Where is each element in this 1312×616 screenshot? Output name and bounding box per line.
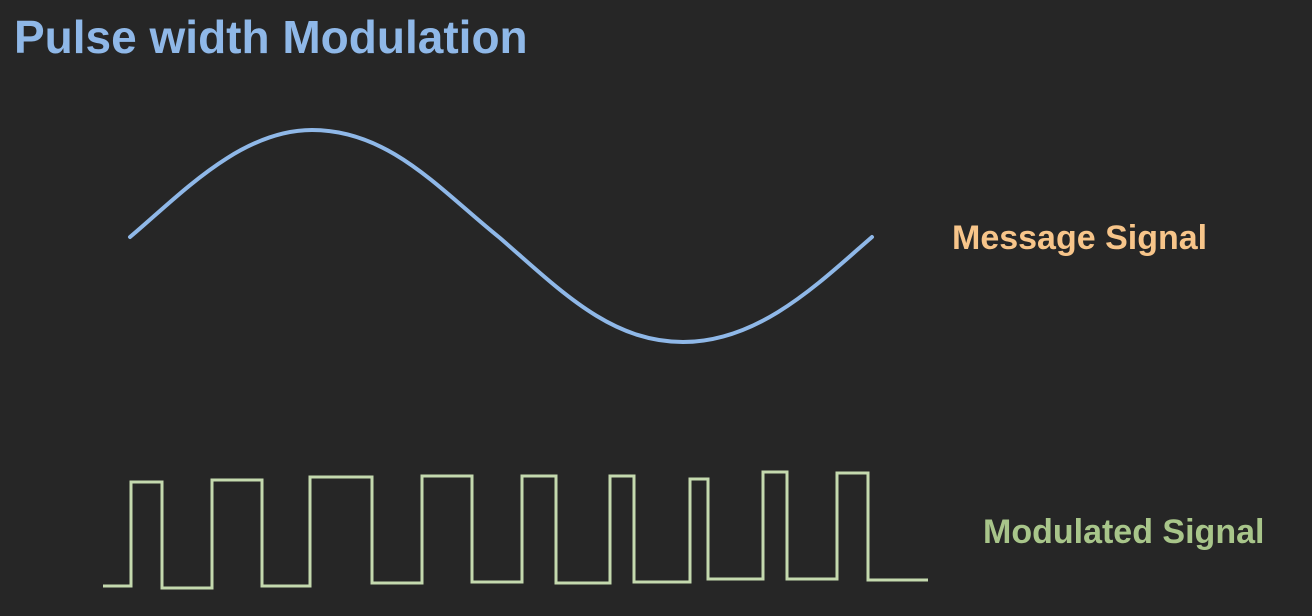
- message-signal-wave: [130, 130, 872, 342]
- message-signal-label: Message Signal: [952, 218, 1207, 258]
- modulated-signal-label: Modulated Signal: [983, 512, 1264, 552]
- modulated-signal-wave: [103, 472, 928, 588]
